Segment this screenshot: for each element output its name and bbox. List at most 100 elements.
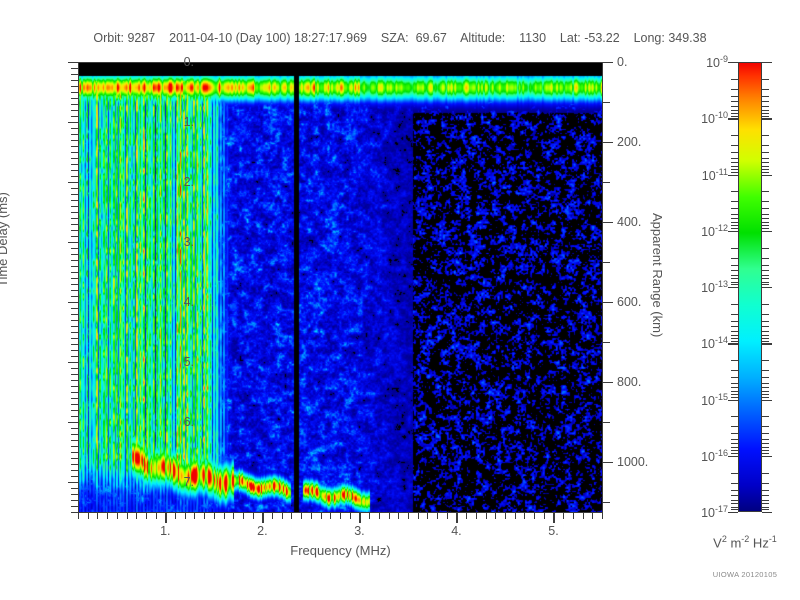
x-axis-minor-tick (592, 513, 594, 519)
colorbar-major-tick-right (762, 399, 772, 401)
y-axis-left-minor-tick (71, 338, 78, 339)
colorbar-minor-tick-left (731, 453, 738, 455)
x-axis-minor-tick (407, 513, 409, 519)
colorbar-tick-label: 10-15 (701, 391, 728, 408)
x-axis-minor-tick (475, 513, 477, 519)
y-axis-left-minor-tick (71, 260, 78, 261)
colorbar-minor-tick-left (731, 191, 738, 193)
y-axis-left-minor-tick (71, 296, 78, 297)
y-axis-left-title: Time Delay (ms) (0, 192, 10, 287)
colorbar-minor-tick-right (762, 450, 769, 452)
x-axis-minor-tick (398, 513, 400, 519)
x-axis-minor-tick (78, 513, 79, 519)
colorbar-major-tick-left (728, 512, 738, 514)
colorbar-minor-tick-right (762, 112, 769, 114)
x-axis-minor-tick (349, 513, 351, 519)
colorbar-minor-tick-left (731, 482, 738, 484)
x-axis-minor-tick (281, 513, 283, 519)
colorbar-minor-tick-right (762, 201, 769, 203)
colorbar-minor-tick-right (762, 340, 769, 342)
colorbar-major-tick-left (728, 287, 738, 289)
y-axis-left-minor-tick (71, 464, 78, 465)
colorbar-minor-tick-right (762, 78, 769, 80)
x-axis-tick-label: 1. (160, 524, 171, 538)
x-axis-minor-tick (534, 513, 536, 519)
x-axis-minor-tick (388, 513, 390, 519)
colorbar-major-tick-right (762, 455, 772, 458)
colorbar-minor-tick-left (731, 438, 738, 440)
colorbar-minor-tick-left (731, 337, 738, 339)
y-axis-left-tick-label: 3. (183, 235, 194, 249)
colorbar-minor-tick-right (762, 396, 769, 398)
x-axis-minor-tick (145, 513, 147, 519)
colorbar-minor-tick-left (731, 450, 738, 452)
x-axis-minor-tick (272, 513, 274, 519)
colorbar-tick-label: 10-12 (701, 222, 728, 239)
x-axis-minor-tick (504, 513, 506, 519)
y-axis-left-minor-tick (71, 344, 78, 345)
colorbar-minor-tick-left (731, 225, 738, 227)
colorbar-minor-tick-left (731, 152, 738, 154)
colorbar-minor-tick-left (731, 447, 738, 449)
colorbar-minor-tick-right (762, 101, 769, 103)
x-axis-major-tick (359, 513, 361, 523)
y-axis-left-minor-tick (71, 512, 78, 513)
y-axis-right-major-tick (603, 142, 613, 144)
colorbar-minor-tick-left (731, 370, 738, 372)
x-axis-minor-tick (602, 513, 603, 519)
colorbar-minor-tick-left (731, 115, 738, 117)
colorbar-major-tick-right (762, 174, 772, 176)
colorbar-minor-tick-right (762, 495, 769, 497)
colorbar-minor-tick-left (731, 135, 738, 137)
colorbar-minor-tick-left (731, 157, 738, 159)
y-axis-left-minor-tick (71, 176, 78, 177)
colorbar-minor-tick-right (762, 503, 769, 505)
y-axis-right-tick-label: 0. (617, 55, 628, 69)
y-axis-left-major-tick (68, 122, 78, 124)
y-axis-right-minor-tick (603, 262, 610, 263)
y-axis-left-minor-tick (71, 74, 78, 75)
y-axis-left-minor-tick (71, 128, 78, 129)
y-axis-left-minor-tick (71, 488, 78, 489)
x-axis-minor-tick (107, 513, 109, 519)
y-axis-left-minor-tick (71, 188, 78, 189)
y-axis-left-minor-tick (71, 284, 78, 285)
colorbar-major-tick-right (762, 62, 772, 64)
colorbar-minor-tick-right (762, 95, 769, 97)
x-axis-major-tick (553, 513, 555, 523)
colorbar-gradient (738, 62, 762, 512)
colorbar-minor-tick-left (731, 390, 738, 392)
y-axis-left-minor-tick (71, 386, 78, 387)
y-axis-left-minor-tick (71, 224, 78, 225)
x-axis-minor-tick (233, 513, 235, 519)
x-axis-minor-tick (223, 513, 225, 519)
colorbar-minor-tick-right (762, 303, 769, 305)
y-axis-left-tick-label: 2. (183, 175, 194, 189)
colorbar-minor-tick-left (731, 213, 738, 215)
colorbar-minor-tick-right (762, 213, 769, 215)
y-axis-left-minor-tick (71, 476, 78, 477)
colorbar-minor-tick-left (731, 257, 738, 259)
colorbar-minor-tick-left (731, 396, 738, 398)
x-axis-minor-tick (301, 513, 303, 519)
colorbar-minor-tick-right (762, 208, 769, 210)
colorbar-major-tick-right (762, 343, 772, 345)
colorbar-minor-tick-right (762, 438, 769, 440)
x-axis-minor-tick (320, 513, 322, 519)
colorbar-minor-tick-right (762, 88, 769, 90)
y-axis-left-major-tick (68, 242, 78, 244)
colorbar-major-tick-left (728, 118, 738, 120)
colorbar-minor-tick-left (731, 270, 738, 272)
colorbar-major-tick-left (728, 174, 738, 176)
y-axis-left-minor-tick (71, 218, 78, 219)
x-axis-minor-tick (330, 513, 332, 519)
y-axis-left-minor-tick (71, 398, 78, 399)
colorbar-minor-tick-left (731, 169, 738, 171)
y-axis-right-major-tick (603, 462, 613, 464)
colorbar-major-tick-right (762, 230, 772, 233)
colorbar-minor-tick-right (762, 509, 769, 511)
y-axis-right (602, 62, 613, 512)
y-axis-left-tick-label: 1. (183, 115, 194, 129)
x-axis-tick-label: 3. (354, 524, 365, 538)
colorbar-minor-tick-left (731, 284, 738, 286)
